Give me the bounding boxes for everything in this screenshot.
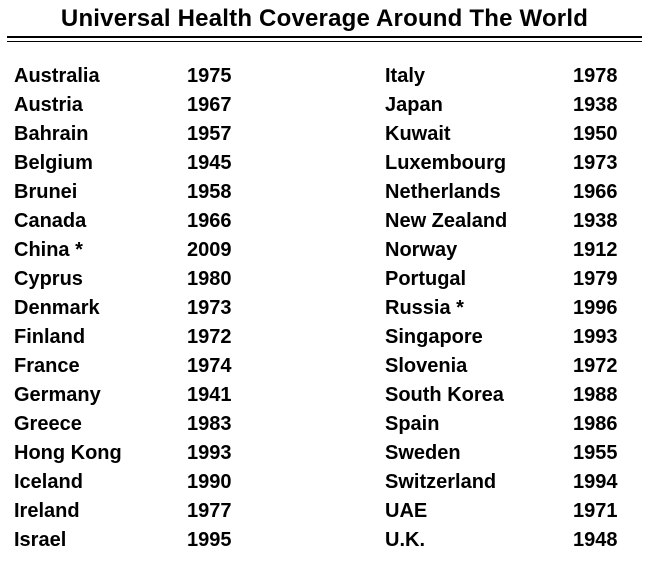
country-name: Singapore [385, 326, 483, 348]
country-name: Ireland [14, 500, 80, 522]
coverage-year: 1938 [573, 94, 618, 116]
country-name: Norway [385, 239, 458, 261]
country-name: Denmark [14, 297, 100, 319]
country-name: France [14, 355, 80, 377]
table-row: Germany 1941 South Korea 1988 [14, 381, 649, 410]
country-name: Iceland [14, 471, 83, 493]
title-double-underline [7, 36, 642, 42]
coverage-table: Australia 1975 Italy 1978 Austria 1967 Japan 19… [0, 62, 649, 555]
country-name: New Zealand [385, 210, 508, 232]
country-name: Australia [14, 65, 100, 87]
country-name: Sweden [385, 442, 461, 464]
table-row: Brunei 1958 Netherlands 1966 [14, 178, 649, 207]
coverage-year: 1948 [573, 529, 618, 551]
coverage-year: 1978 [573, 65, 618, 87]
country-name: Kuwait [385, 123, 451, 145]
country-name: Israel [14, 529, 67, 551]
coverage-year: 1938 [573, 210, 618, 232]
page-title: Universal Health Coverage Around The Wor… [60, 5, 589, 32]
coverage-year: 1979 [573, 268, 618, 290]
country-name: China * [14, 239, 83, 261]
country-name: Russia * [385, 297, 464, 319]
table-row: Denmark 1973 Russia * 1996 [14, 294, 649, 323]
table-row: Cyprus 1980 Portugal 1979 [14, 265, 649, 294]
coverage-year: 1972 [573, 355, 618, 377]
country-name: Switzerland [385, 471, 497, 493]
coverage-year: 1994 [573, 471, 618, 493]
coverage-year: 2009 [187, 239, 232, 261]
country-name: Austria [14, 94, 83, 116]
table-row: France 1974 Slovenia 1972 [14, 352, 649, 381]
country-name: Luxembourg [385, 152, 507, 174]
coverage-year: 1955 [573, 442, 618, 464]
country-name: Japan [385, 94, 443, 116]
country-name: U.K. [385, 529, 425, 551]
country-name: UAE [385, 500, 428, 522]
coverage-year: 1950 [573, 123, 618, 145]
country-name: Greece [14, 413, 82, 435]
coverage-year: 1993 [573, 326, 618, 348]
coverage-year: 1988 [573, 384, 618, 406]
coverage-year: 1966 [187, 210, 232, 232]
table-row: Finland 1972 Singapore 1993 [14, 323, 649, 352]
country-name: Italy [385, 65, 426, 87]
coverage-year: 1975 [187, 65, 232, 87]
table-row: Greece 1983 Spain 1986 [14, 410, 649, 439]
table-row: Israel 1995 U.K. 1948 [14, 526, 649, 555]
country-name: Slovenia [385, 355, 468, 377]
coverage-year: 1958 [187, 181, 232, 203]
coverage-year: 1990 [187, 471, 232, 493]
coverage-year: 1912 [573, 239, 618, 261]
coverage-year: 1945 [187, 152, 232, 174]
country-name: Finland [14, 326, 86, 348]
coverage-year: 1967 [187, 94, 232, 116]
table-row: Bahrain 1957 Kuwait 1950 [14, 120, 649, 149]
coverage-year: 1986 [573, 413, 618, 435]
coverage-year: 1983 [187, 413, 232, 435]
coverage-year: 1993 [187, 442, 232, 464]
country-name: Canada [14, 210, 87, 232]
coverage-year: 1995 [187, 529, 232, 551]
table-row: Hong Kong 1993 Sweden 1955 [14, 439, 649, 468]
table-row: Austria 1967 Japan 1938 [14, 91, 649, 120]
coverage-year: 1977 [187, 500, 232, 522]
table-row: Australia 1975 Italy 1978 [14, 62, 649, 91]
coverage-year: 1980 [187, 268, 232, 290]
country-name: Belgium [14, 152, 93, 174]
coverage-year: 1957 [187, 123, 232, 145]
coverage-year: 1971 [573, 500, 618, 522]
table-row: Iceland 1990 Switzerland 1994 [14, 468, 649, 497]
coverage-year: 1973 [573, 152, 618, 174]
coverage-year: 1974 [187, 355, 232, 377]
table-row: Ireland 1977 UAE 1971 [14, 497, 649, 526]
country-name: Bahrain [14, 123, 89, 145]
table-row: Canada 1966 New Zealand 1938 [14, 207, 649, 236]
country-name: Spain [385, 413, 440, 435]
country-name: Germany [14, 384, 101, 406]
coverage-year: 1996 [573, 297, 618, 319]
table-row: Belgium 1945 Luxembourg 1973 [14, 149, 649, 178]
country-name: Hong Kong [14, 442, 122, 464]
country-name: Brunei [14, 181, 78, 203]
country-name: Portugal [385, 268, 467, 290]
table-row: China * 2009 Norway 1912 [14, 236, 649, 265]
coverage-year: 1973 [187, 297, 232, 319]
coverage-year: 1941 [187, 384, 232, 406]
coverage-year: 1966 [573, 181, 618, 203]
coverage-year: 1972 [187, 326, 232, 348]
country-name: Netherlands [385, 181, 501, 203]
country-name: South Korea [385, 384, 504, 406]
country-name: Cyprus [14, 268, 83, 290]
